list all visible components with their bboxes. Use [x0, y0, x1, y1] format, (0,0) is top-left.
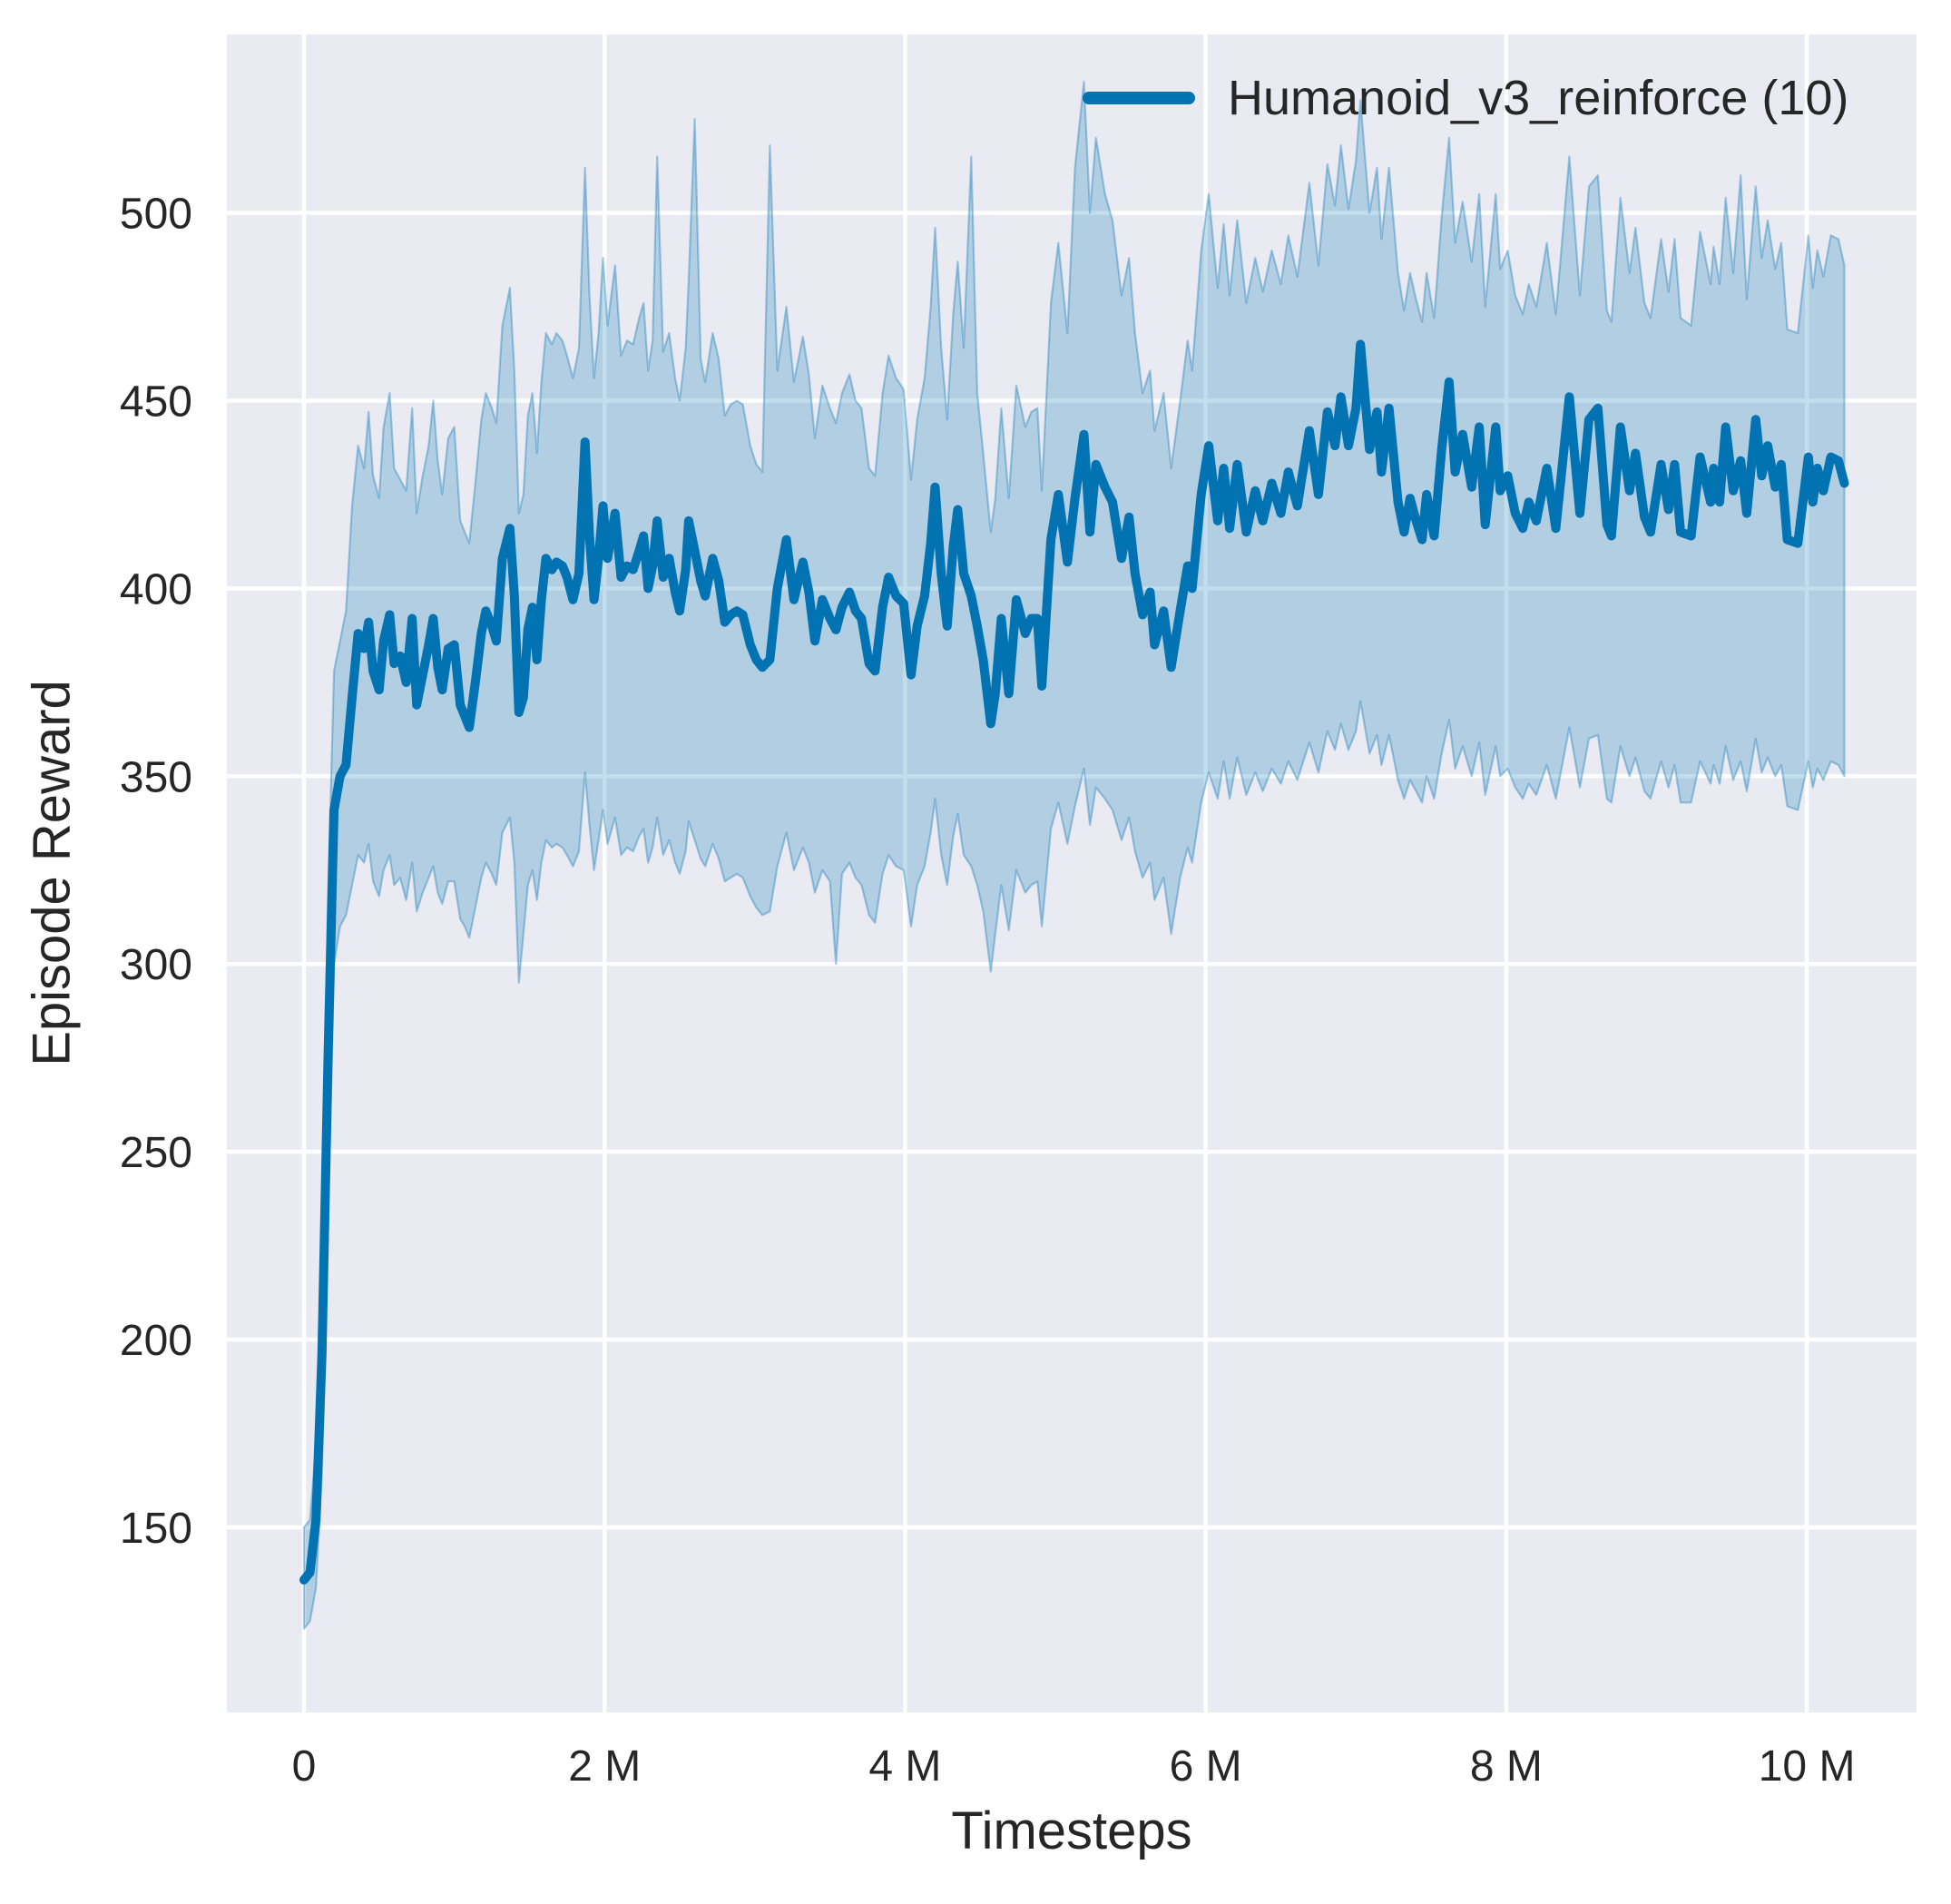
y-axis-title: Episode Reward: [22, 680, 82, 1066]
axes-background: [227, 34, 1917, 1713]
legend: Humanoid_v3_reinforce (10): [1083, 70, 1848, 126]
x-axis-title: Timesteps: [951, 1801, 1192, 1860]
legend-series-label: Humanoid_v3_reinforce (10): [1228, 71, 1849, 125]
series-line: [299, 339, 1849, 1585]
x-tick-label-4: 4 M: [868, 1742, 941, 1791]
y-tick-label-350: 350: [120, 753, 192, 801]
y-tick-label-150: 150: [120, 1505, 192, 1553]
y-tick-label-250: 250: [120, 1129, 192, 1177]
legend-line-swatch: [1083, 92, 1195, 104]
y-tick-label-400: 400: [120, 565, 192, 613]
x-tick-label-0: 0: [292, 1742, 317, 1791]
x-tick-label-6: 6 M: [1170, 1742, 1242, 1791]
x-tick-label-2: 2 M: [568, 1742, 641, 1791]
y-tick-label-300: 300: [120, 941, 192, 989]
x-tick-label-8: 8 M: [1470, 1742, 1543, 1791]
y-tick-label-500: 500: [120, 191, 192, 239]
x-tick-label-10: 10 M: [1759, 1742, 1856, 1791]
y-tick-label-200: 200: [120, 1317, 192, 1365]
y-tick-label-450: 450: [120, 378, 192, 427]
